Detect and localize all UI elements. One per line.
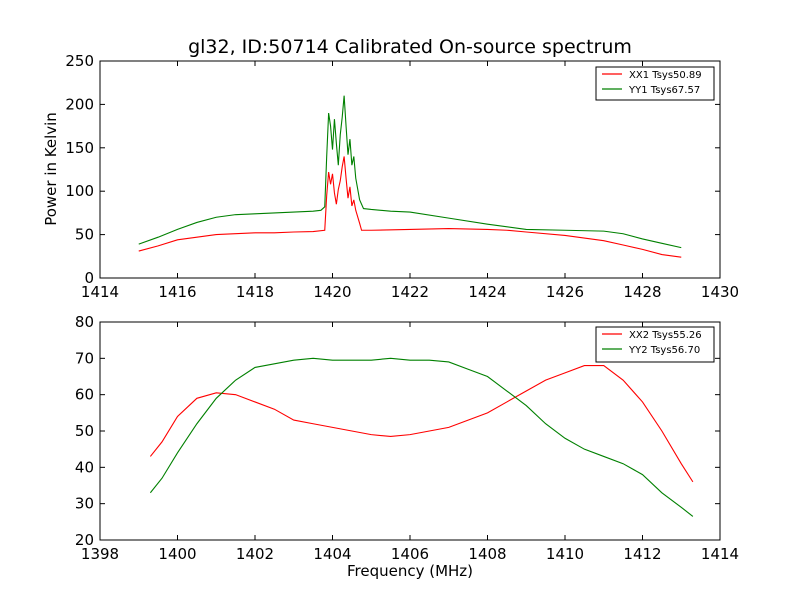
y-tick-label: 200	[65, 95, 94, 113]
x-tick-label: 1426	[546, 283, 584, 301]
x-tick-label: 1408	[468, 545, 506, 563]
legend-label: YY2 Tsys56.70	[628, 345, 700, 356]
series-line-1	[138, 156, 682, 258]
x-tick-label: 1406	[391, 545, 429, 563]
x-axis-label-bottom: Frequency (MHz)	[347, 562, 473, 580]
y-tick-label: 80	[75, 313, 94, 331]
x-tick-label: 1414	[701, 545, 739, 563]
series-line-2	[138, 95, 682, 249]
chart-title: gl32, ID:50714 Calibrated On-source spec…	[188, 36, 632, 58]
x-tick-label: 1428	[623, 283, 661, 301]
legend-label: YY1 Tsys67.57	[628, 85, 700, 96]
series-line-2	[149, 357, 694, 517]
y-tick-label: 100	[65, 182, 94, 200]
x-tick-label: 1418	[236, 283, 274, 301]
y-tick-label: 30	[75, 495, 94, 513]
legend-label: XX1 Tsys50.89	[629, 70, 702, 81]
y-tick-label: 50	[75, 422, 94, 440]
bottom-panel: 1398 1400 1402 1404 1406 1408 1410 1412 1414 20 30…	[75, 313, 739, 563]
legend-box	[595, 66, 715, 101]
x-tick-label: 1404	[313, 545, 351, 563]
y-tick-label: 60	[75, 386, 94, 404]
y-tick-label: 0	[84, 269, 94, 287]
x-tick-label: 1402	[236, 545, 274, 563]
x-tick-label: 1430	[701, 283, 739, 301]
y-tick-label: 250	[65, 52, 94, 70]
y-tick-label: 150	[65, 139, 94, 157]
y-axis-label-top: Power in Kelvin	[42, 112, 60, 226]
x-tick-label: 1400	[158, 545, 196, 563]
y-tick-label: 40	[75, 458, 94, 476]
top-panel: 1414 1416 1418 1420 1422 1424 1426 1428 1430 0 50 1…	[65, 52, 739, 301]
x-tick-label: 1416	[158, 283, 196, 301]
legend-label: XX2 Tsys55.26	[629, 330, 702, 341]
x-tick-label: 1410	[546, 545, 584, 563]
x-tick-label: 1398	[81, 545, 119, 563]
legend-box	[595, 326, 715, 363]
series-line-1	[149, 365, 694, 483]
x-tick-label: 1424	[468, 283, 506, 301]
x-tick-label: 1422	[391, 283, 429, 301]
x-tick-label: 1414	[81, 283, 119, 301]
y-tick-label: 20	[75, 531, 94, 549]
x-tick-label: 1420	[313, 283, 351, 301]
y-tick-label: 50	[75, 226, 94, 244]
y-tick-label: 70	[75, 349, 94, 367]
x-tick-label: 1412	[623, 545, 661, 563]
